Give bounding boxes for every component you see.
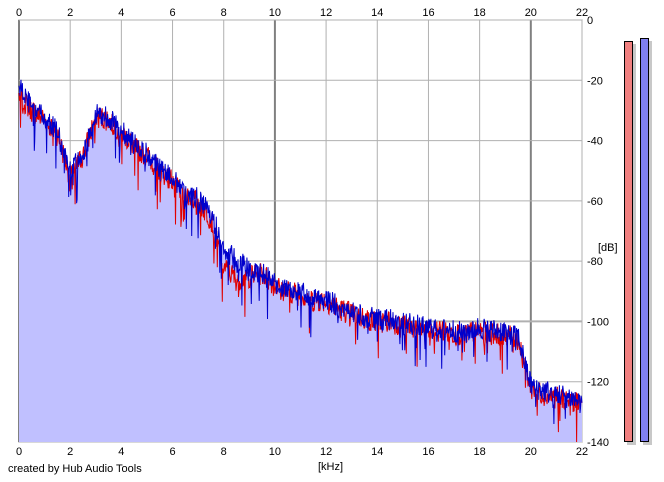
- spectrum-series: [18, 79, 583, 443]
- y-axis-right: 0 -20 -40 -60 -80 -100 -120 -140: [587, 15, 609, 449]
- level-meter-left: [624, 41, 633, 442]
- level-meter-right: [640, 38, 649, 442]
- y-tick-label: -80: [587, 256, 603, 268]
- y-tick-label: -60: [587, 196, 603, 208]
- x-tick-label-top: 22: [576, 7, 588, 19]
- x-tick-label-top: 4: [118, 7, 124, 19]
- x-tick-label-bottom: 14: [371, 446, 383, 458]
- x-tick-label-bottom: 22: [576, 446, 588, 458]
- x-tick-label-bottom: 4: [118, 446, 124, 458]
- y-tick-label: -120: [587, 377, 609, 389]
- x-tick-label-top: 10: [269, 7, 281, 19]
- x-tick-label-top: 0: [16, 7, 22, 19]
- x-axis-top: 0 2 4 6 8 10 12 14 16 18 20 22: [16, 7, 588, 19]
- y-tick-label: -140: [587, 437, 609, 449]
- x-axis-label: [kHz]: [318, 461, 343, 473]
- x-tick-label-top: 2: [67, 7, 73, 19]
- x-tick-label-bottom: 16: [422, 446, 434, 458]
- y-tick-label: -20: [587, 75, 603, 87]
- y-axis-label: [dB]: [598, 242, 618, 254]
- x-tick-label-bottom: 20: [525, 446, 537, 458]
- x-tick-label-bottom: 12: [320, 446, 332, 458]
- x-tick-label-top: 18: [474, 7, 486, 19]
- credit-text: created by Hub Audio Tools: [8, 463, 142, 475]
- x-tick-label-top: 6: [169, 7, 175, 19]
- x-tick-label-top: 16: [422, 7, 434, 19]
- x-tick-label-top: 8: [221, 7, 227, 19]
- x-tick-label-bottom: 0: [16, 446, 22, 458]
- x-tick-label-top: 12: [320, 7, 332, 19]
- x-tick-label-bottom: 6: [169, 446, 175, 458]
- y-tick-label: -100: [587, 316, 609, 328]
- x-tick-label-bottom: 2: [67, 446, 73, 458]
- x-tick-label-bottom: 18: [474, 446, 486, 458]
- x-tick-label-bottom: 8: [221, 446, 227, 458]
- x-tick-label-top: 14: [371, 7, 383, 19]
- x-axis-bottom: 0 2 4 6 8 10 12 14 16 18 20 22: [16, 446, 588, 458]
- y-tick-label: 0: [587, 15, 593, 27]
- x-tick-label-top: 20: [525, 7, 537, 19]
- y-tick-label: -40: [587, 136, 603, 148]
- series-line-1: [18, 79, 583, 425]
- x-tick-label-bottom: 10: [269, 446, 281, 458]
